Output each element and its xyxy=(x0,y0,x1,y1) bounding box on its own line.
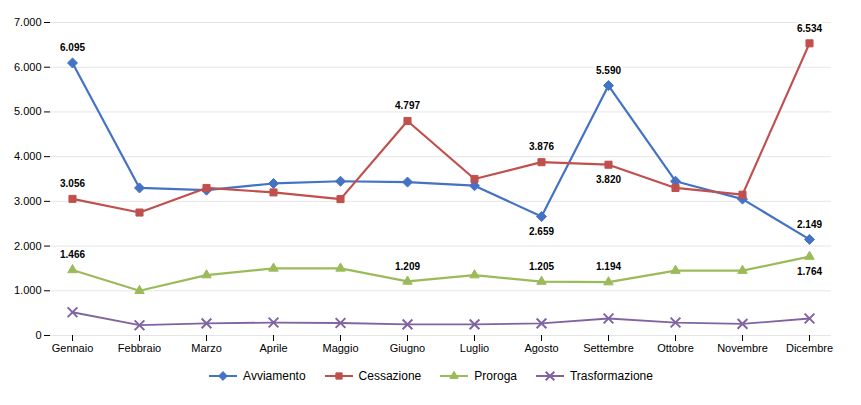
svg-text:0: 0 xyxy=(35,329,41,341)
svg-text:Ottobre: Ottobre xyxy=(657,342,694,354)
html-text:Cessazione: Cessazione xyxy=(358,369,422,383)
svg-text:Dicembre: Dicembre xyxy=(786,342,833,354)
svg-text:2.659: 2.659 xyxy=(529,226,554,237)
svg-text:6.534: 6.534 xyxy=(797,23,822,34)
svg-text:4.797: 4.797 xyxy=(395,100,420,111)
svg-text:Marzo: Marzo xyxy=(191,342,222,354)
svg-text:6.000: 6.000 xyxy=(14,61,42,73)
svg-text:Novembre: Novembre xyxy=(717,342,768,354)
html-text:Avviamento: Avviamento xyxy=(243,369,306,383)
svg-text:7.000: 7.000 xyxy=(14,16,42,28)
html-text:Proroga: Proroga xyxy=(474,369,517,383)
svg-text:3.876: 3.876 xyxy=(529,141,554,152)
svg-text:3.056: 3.056 xyxy=(60,178,85,189)
svg-text:1.764: 1.764 xyxy=(797,266,822,277)
svg-text:4.000: 4.000 xyxy=(14,150,42,162)
svg-text:1.000: 1.000 xyxy=(14,284,42,296)
html-text:Trasformazione: Trasformazione xyxy=(570,369,653,383)
svg-text:2.149: 2.149 xyxy=(797,219,822,230)
svg-text:3.820: 3.820 xyxy=(596,174,621,185)
svg-text:1.209: 1.209 xyxy=(395,261,420,272)
svg-text:Agosto: Agosto xyxy=(524,342,558,354)
svg-text:2.000: 2.000 xyxy=(14,240,42,252)
svg-text:Aprile: Aprile xyxy=(259,342,287,354)
svg-text:1.205: 1.205 xyxy=(529,261,554,272)
svg-text:5.000: 5.000 xyxy=(14,105,42,117)
svg-text:5.590: 5.590 xyxy=(596,65,621,76)
svg-text:3.000: 3.000 xyxy=(14,195,42,207)
svg-text:Maggio: Maggio xyxy=(322,342,358,354)
svg-text:1.194: 1.194 xyxy=(596,261,621,272)
svg-text:Luglio: Luglio xyxy=(460,342,489,354)
svg-text:Gennaio: Gennaio xyxy=(52,342,94,354)
svg-text:Settembre: Settembre xyxy=(583,342,634,354)
svg-text:1.466: 1.466 xyxy=(60,249,85,260)
svg-text:6.095: 6.095 xyxy=(60,42,85,53)
svg-text:Giugno: Giugno xyxy=(390,342,425,354)
svg-text:Febbraio: Febbraio xyxy=(118,342,161,354)
